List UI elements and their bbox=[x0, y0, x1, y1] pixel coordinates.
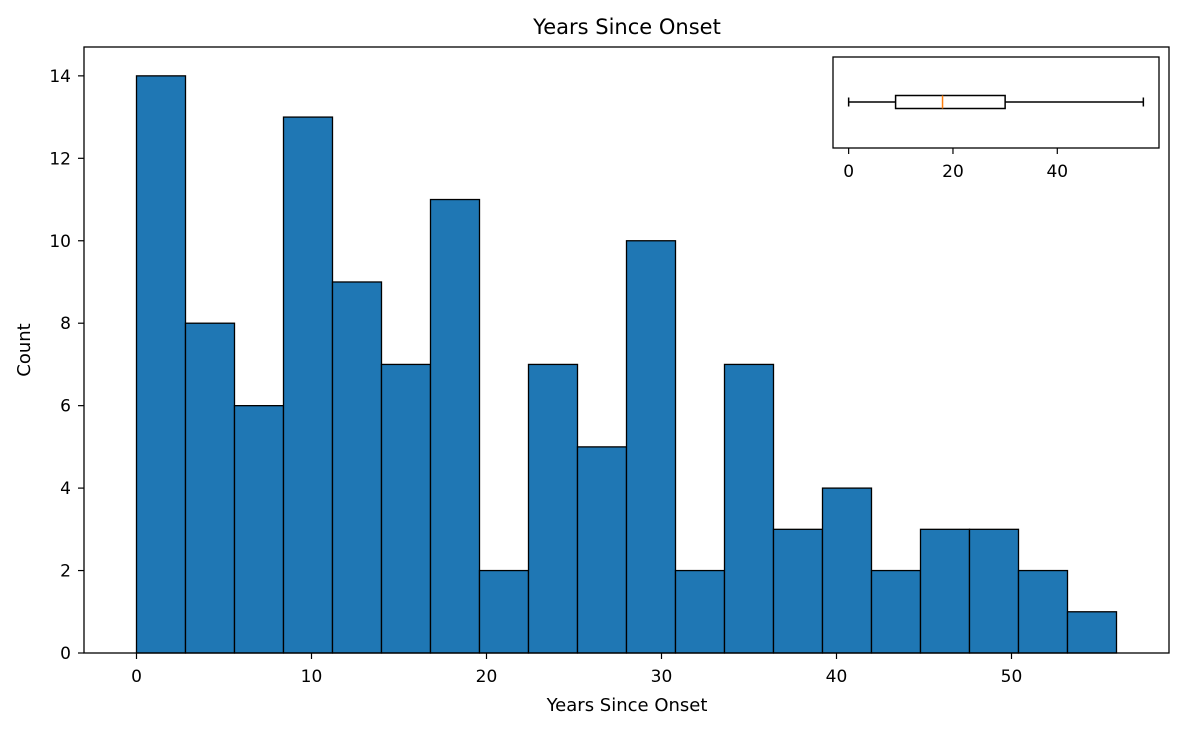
histogram-bar bbox=[233, 405, 285, 654]
histogram-bar bbox=[723, 363, 775, 654]
histogram-bar bbox=[625, 240, 677, 654]
histogram-bar bbox=[576, 446, 628, 654]
histogram-bar bbox=[870, 569, 922, 654]
inset-frame bbox=[832, 56, 1160, 149]
x-tick-label: 30 bbox=[651, 667, 673, 687]
x-axis-label: Years Since Onset bbox=[546, 695, 708, 716]
chart-title: Years Since Onset bbox=[532, 15, 721, 39]
y-tick-label: 14 bbox=[49, 67, 71, 87]
histogram-bar bbox=[527, 363, 579, 654]
inset-x-tick-label: 40 bbox=[1046, 162, 1068, 182]
y-tick-label: 12 bbox=[49, 149, 71, 169]
y-tick-label: 10 bbox=[49, 232, 71, 252]
x-tick-label: 50 bbox=[1001, 667, 1023, 687]
x-tick-label: 0 bbox=[131, 667, 142, 687]
boxplot-inset: 0 20 40 bbox=[832, 56, 1160, 182]
histogram-bar bbox=[331, 281, 383, 654]
inset-x-tick-label: 0 bbox=[843, 162, 854, 182]
histogram-bar bbox=[478, 569, 530, 654]
y-axis-ticks: 0 2 4 6 8 10 12 14 bbox=[49, 67, 84, 664]
inset-x-tick-label: 20 bbox=[942, 162, 964, 182]
x-tick-label: 40 bbox=[826, 667, 848, 687]
histogram-bar bbox=[968, 528, 1020, 654]
y-tick-label: 8 bbox=[60, 314, 71, 334]
histogram-bar bbox=[429, 198, 481, 654]
histogram-bar bbox=[135, 75, 187, 654]
y-tick-label: 6 bbox=[60, 397, 71, 417]
histogram-bar bbox=[919, 528, 971, 654]
x-tick-label: 10 bbox=[301, 667, 323, 687]
histogram-bar bbox=[674, 569, 726, 654]
histogram-bar bbox=[821, 487, 873, 654]
y-tick-label: 2 bbox=[60, 562, 71, 582]
histogram-bar bbox=[282, 116, 334, 654]
y-axis-label: Count bbox=[14, 323, 35, 376]
histogram-bar bbox=[380, 363, 432, 654]
histogram-bar bbox=[1017, 569, 1069, 654]
x-tick-label: 20 bbox=[476, 667, 498, 687]
x-axis-ticks: 0 10 20 30 40 50 bbox=[131, 653, 1022, 687]
histogram-bars bbox=[135, 75, 1118, 654]
y-tick-label: 4 bbox=[60, 479, 71, 499]
box-iqr bbox=[894, 94, 1006, 110]
histogram-bar bbox=[184, 322, 236, 654]
y-tick-label: 0 bbox=[60, 644, 71, 664]
plot-frame bbox=[83, 46, 1170, 654]
histogram-bar bbox=[1066, 611, 1118, 654]
inset-x-axis-ticks: 0 20 40 bbox=[843, 148, 1068, 182]
boxplot bbox=[847, 94, 1145, 110]
histogram-bar bbox=[772, 528, 824, 654]
